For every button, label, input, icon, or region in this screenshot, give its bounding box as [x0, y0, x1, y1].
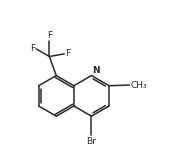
- Text: F: F: [47, 31, 52, 40]
- Text: F: F: [30, 44, 35, 53]
- Text: F: F: [65, 49, 70, 58]
- Text: CH₃: CH₃: [130, 81, 147, 90]
- Text: Br: Br: [87, 137, 96, 146]
- Text: N: N: [92, 65, 100, 75]
